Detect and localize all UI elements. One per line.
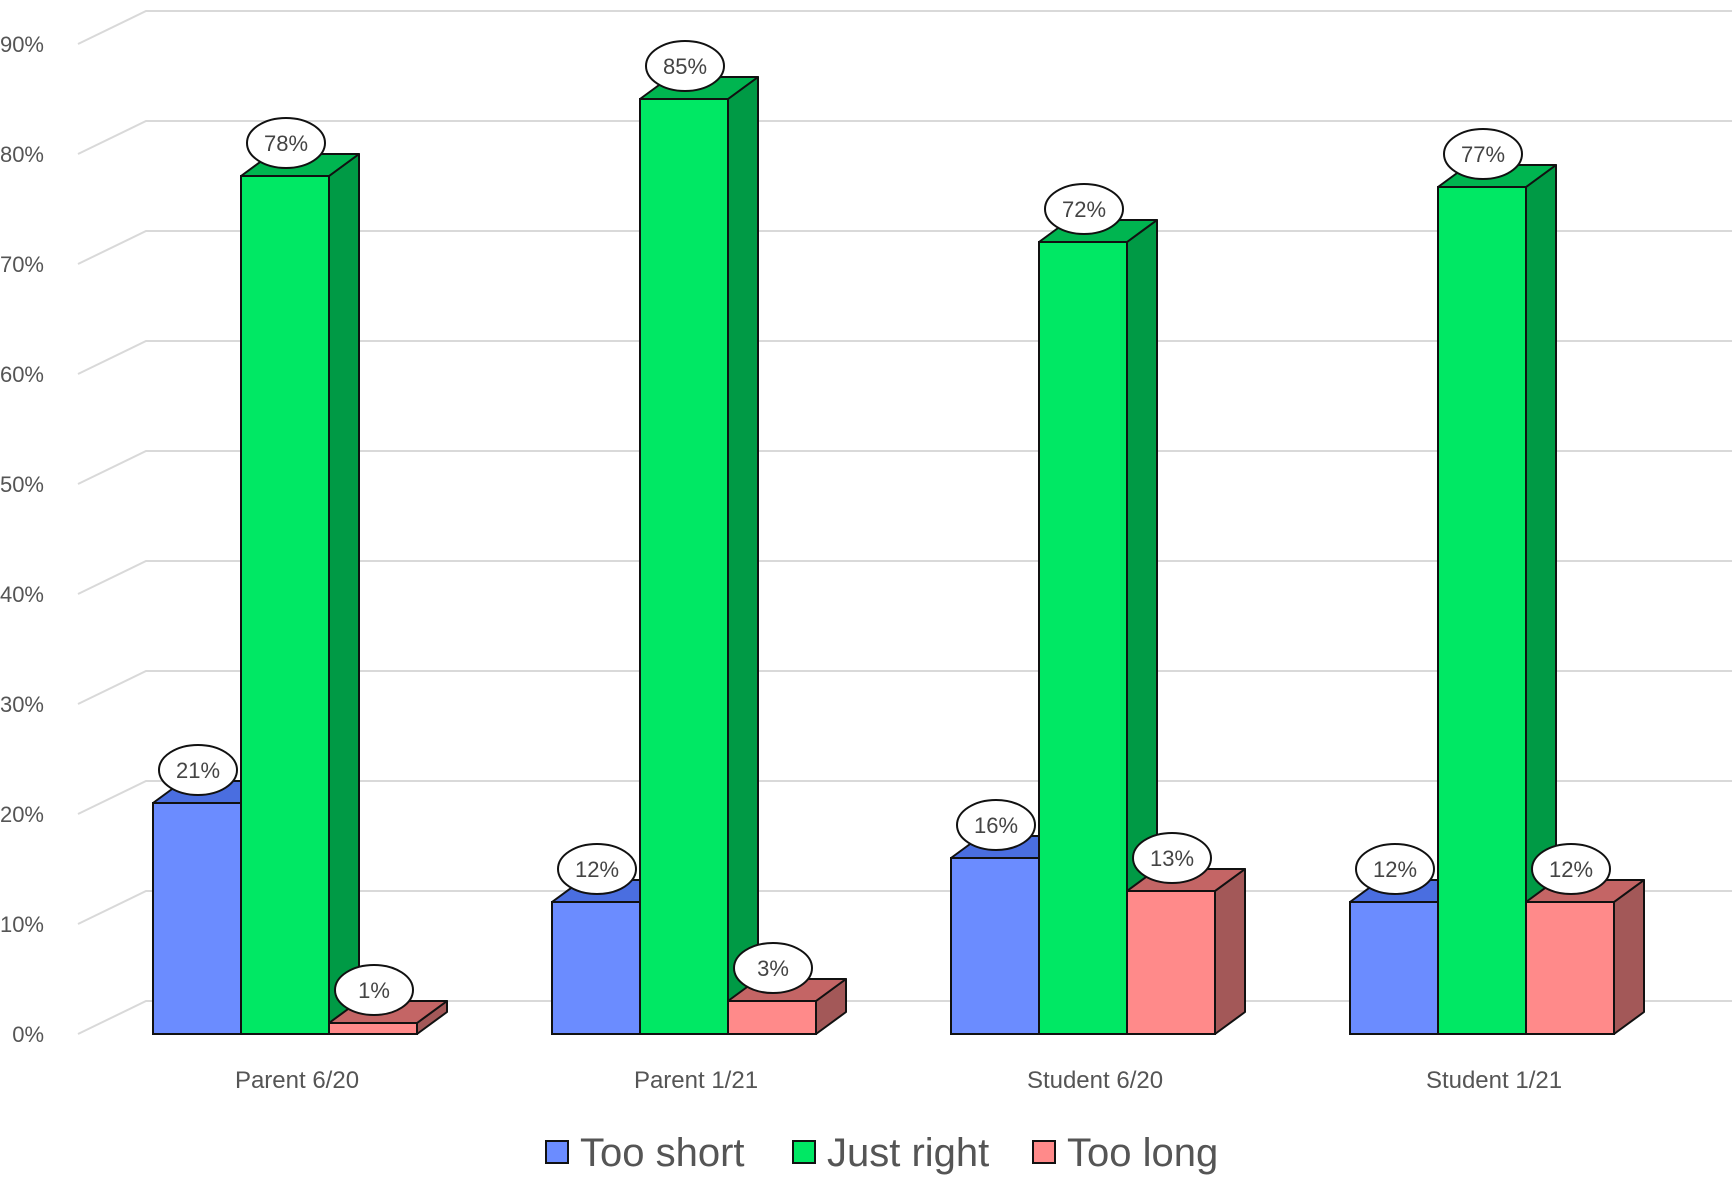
legend-item: Just right (792, 1131, 989, 1175)
svg-text:12%: 12% (575, 857, 619, 882)
y-tick-label: 10% (0, 912, 44, 937)
bar (1525, 879, 1645, 1035)
legend-item: Too short (545, 1131, 745, 1175)
legend-item: Too long (1032, 1131, 1218, 1175)
legend-label: Too long (1067, 1131, 1218, 1175)
bar (1437, 164, 1557, 1035)
x-category-label: Student 1/21 (1426, 1067, 1562, 1094)
svg-text:13%: 13% (1150, 846, 1194, 871)
svg-text:21%: 21% (176, 758, 220, 783)
data-label: 13% (1132, 832, 1212, 884)
svg-text:85%: 85% (663, 54, 707, 79)
legend-label: Too short (580, 1131, 745, 1175)
x-category-label: Parent 6/20 (235, 1067, 359, 1094)
y-tick-label: 80% (0, 142, 44, 167)
data-label: 85% (645, 40, 725, 92)
x-axis-category-labels: Parent 6/20 Parent 1/21 Student 6/20 Studen… (235, 1067, 1562, 1094)
svg-text:3%: 3% (757, 956, 789, 981)
y-tick-label: 40% (0, 582, 44, 607)
legend-label: Just right (827, 1131, 989, 1175)
gridline (77, 780, 1732, 815)
data-label: 3% (733, 942, 813, 994)
bar (1126, 868, 1246, 1035)
data-label: 72% (1044, 183, 1124, 235)
legend-swatch (545, 1140, 569, 1164)
data-label: 78% (246, 117, 326, 169)
legend-swatch (792, 1140, 816, 1164)
gridline (77, 560, 1732, 595)
legend: Too short Just right Too long (545, 1131, 1218, 1175)
gridline (77, 670, 1732, 705)
x-category-label: Student 6/20 (1027, 1067, 1163, 1094)
data-label: 21% (158, 744, 238, 796)
data-label: 77% (1443, 128, 1523, 180)
y-tick-label: 0% (12, 1022, 44, 1047)
data-label: 1% (334, 964, 414, 1016)
data-label: 12% (1355, 843, 1435, 895)
y-tick-label: 20% (0, 802, 44, 827)
y-tick-label: 50% (0, 472, 44, 497)
data-labels: 21% 78% 1% 12% 85% 3% 16% 72% 13% 12% 77% 12% (158, 40, 1611, 1016)
gridlines (77, 10, 1732, 1035)
svg-text:72%: 72% (1062, 197, 1106, 222)
legend-swatch (1032, 1140, 1056, 1164)
bar (639, 76, 759, 1035)
y-tick-label: 30% (0, 692, 44, 717)
svg-text:12%: 12% (1549, 857, 1593, 882)
svg-text:1%: 1% (358, 978, 390, 1003)
svg-text:78%: 78% (264, 131, 308, 156)
data-label: 12% (1531, 843, 1611, 895)
data-label: 16% (956, 799, 1036, 851)
y-tick-label: 70% (0, 252, 44, 277)
gridline (77, 340, 1732, 375)
svg-text:77%: 77% (1461, 142, 1505, 167)
svg-text:12%: 12% (1373, 857, 1417, 882)
svg-text:16%: 16% (974, 813, 1018, 838)
y-tick-label: 90% (0, 32, 44, 57)
y-tick-label: 60% (0, 362, 44, 387)
bar (1038, 219, 1158, 1035)
gridline (77, 120, 1732, 155)
gridline (77, 230, 1732, 265)
gridline (77, 10, 1732, 45)
y-axis-tick-labels: 0% 10% 20% 30% 40% 50% 60% 70% 80% 90% (0, 32, 44, 1047)
data-label: 12% (557, 843, 637, 895)
gridline (77, 450, 1732, 485)
bar (240, 153, 360, 1035)
x-category-label: Parent 1/21 (634, 1067, 758, 1094)
